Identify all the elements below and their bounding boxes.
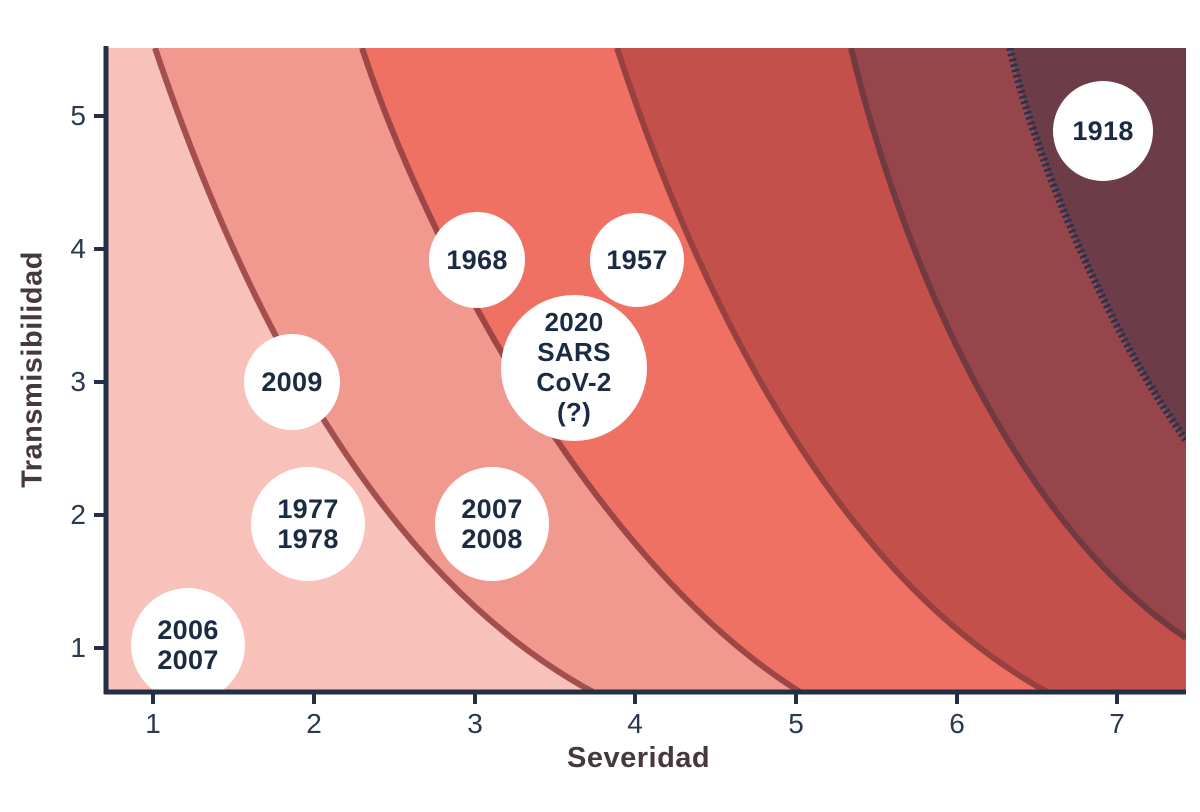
bubble-label-2007-2008: 2007 2008: [461, 494, 522, 554]
y-tick-label-2: 2: [70, 499, 86, 530]
x-tick-label-6: 6: [949, 708, 965, 739]
y-tick-label-5: 5: [70, 100, 86, 131]
bubble-label-2006-2007: 2006 2007: [157, 615, 218, 675]
x-axis-title: Severidad: [567, 742, 711, 774]
x-tick-label-3: 3: [467, 708, 483, 739]
contour-line-5-dotted: [1006, 48, 1186, 443]
bubble-line: 2007: [157, 645, 219, 675]
x-tick-label-1: 1: [145, 708, 161, 739]
contour-line-3: [614, 48, 1049, 692]
bubble-line: 1918: [1072, 115, 1134, 146]
y-tick-label-3: 3: [70, 366, 86, 397]
y-axis-title: Transmisibilidad: [16, 251, 49, 488]
bubble-1968: [429, 212, 525, 308]
bubble-line: (?): [556, 396, 592, 427]
bubble-1918: [1053, 81, 1153, 181]
bubble-line: 2008: [461, 524, 523, 554]
bubble-line: 2006: [157, 614, 219, 645]
bubble-line: 1968: [446, 244, 508, 275]
y-tick-marks: [94, 114, 104, 650]
bubble-line: CoV-2: [536, 367, 612, 397]
contour-line-4: [848, 48, 1186, 641]
bubble-line: 1978: [277, 524, 339, 554]
bubble-line: 2007: [461, 493, 523, 524]
x-tick-label-7: 7: [1109, 708, 1125, 739]
bubble-line: 2009: [261, 366, 323, 397]
bubble-1957: [590, 213, 684, 307]
bubble-2007-2008: [435, 467, 549, 581]
bubble-2020-sars-cov-2: [501, 295, 647, 441]
bubble-1977-1978: [251, 467, 365, 581]
bubble-label-2009: 2009: [261, 367, 322, 397]
x-tick-label-4: 4: [627, 708, 643, 739]
bubble-label-1977-1978: 1977 1978: [277, 494, 338, 554]
x-tick-label-2: 2: [306, 708, 322, 739]
y-tick-label-4: 4: [70, 233, 86, 264]
x-tick-marks: [151, 694, 1119, 704]
bubble-label-2020-sars-cov-2: 2020 SARS CoV-2 (?): [536, 307, 612, 428]
y-tick-label-1: 1: [70, 632, 86, 663]
bubble-line: 2020: [544, 307, 604, 338]
plot-area: [104, 48, 1186, 692]
bubble-line: 1977: [277, 493, 339, 524]
bubble-2009: [244, 334, 340, 430]
bubble-line: 1957: [606, 244, 668, 275]
bubble-line: SARS: [537, 337, 611, 368]
bubble-label-1957: 1957: [606, 245, 667, 275]
bubble-label-1918: 1918: [1072, 116, 1133, 146]
x-tick-label-5: 5: [788, 708, 804, 739]
bubble-label-1968: 1968: [446, 245, 507, 275]
bubble-2006-2007: [131, 588, 245, 692]
